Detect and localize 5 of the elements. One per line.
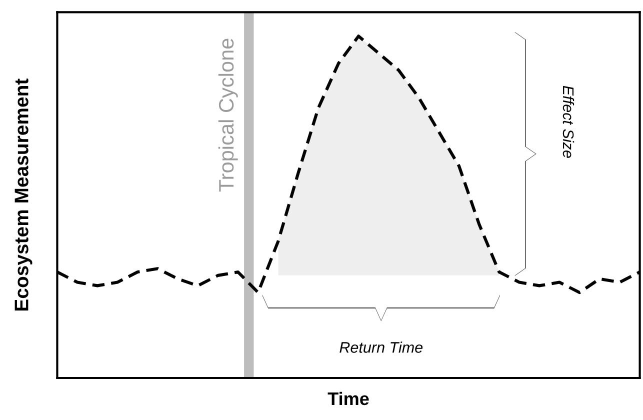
y-axis-title: Ecosystem Measurement — [14, 78, 32, 310]
annotation: Tropical Cyclone — [218, 38, 238, 192]
x-axis-title: Time — [328, 392, 369, 406]
annotation: Effect Size — [562, 86, 574, 158]
annotation: Return Time — [340, 342, 423, 353]
